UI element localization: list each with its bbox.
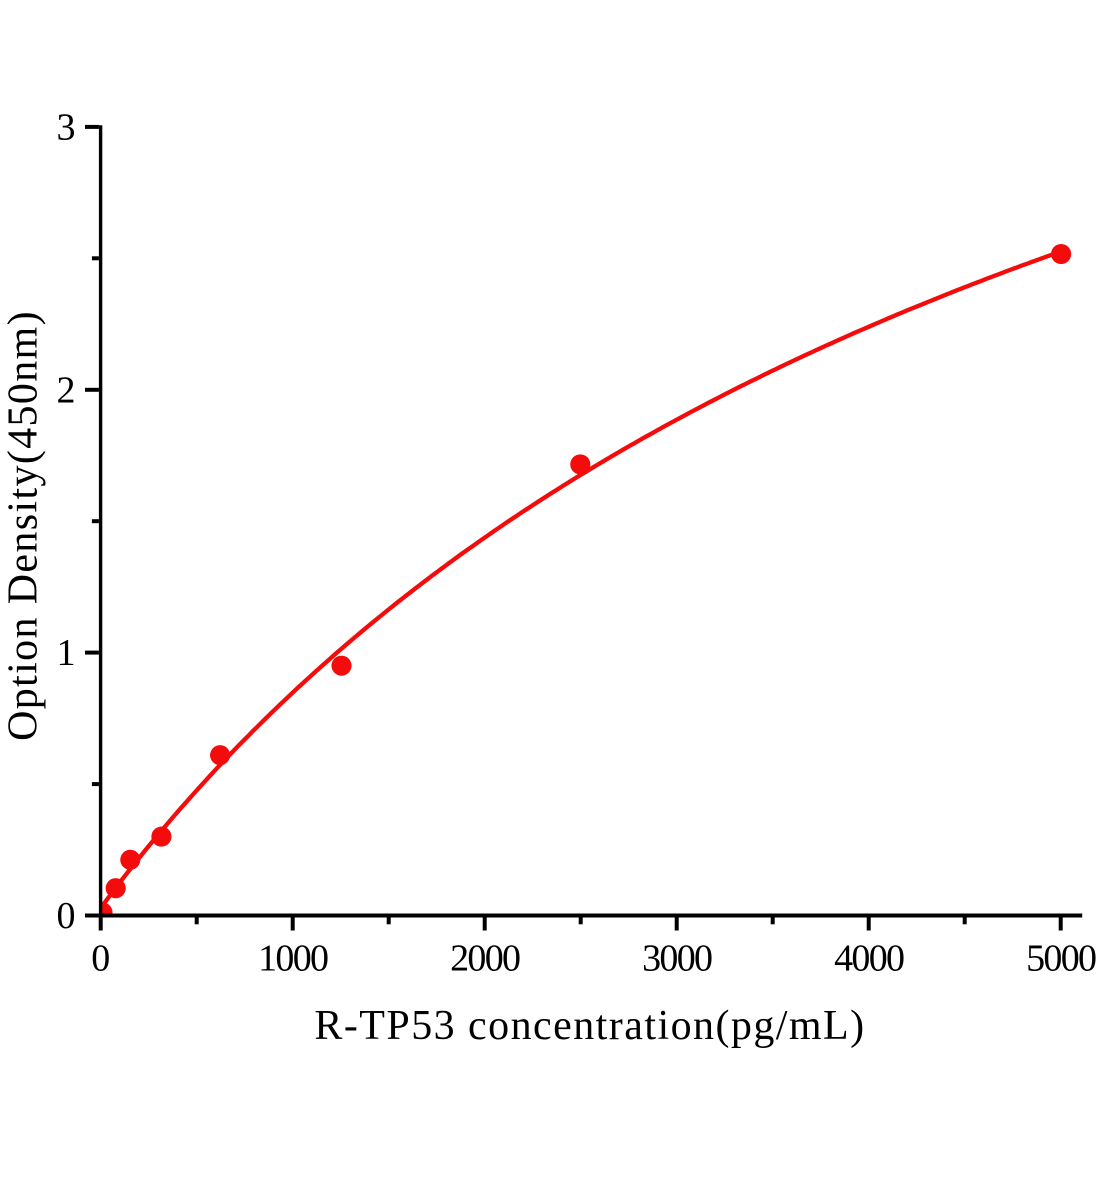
svg-text:1: 1 — [57, 632, 76, 674]
svg-text:4000: 4000 — [834, 938, 904, 980]
svg-text:0: 0 — [57, 895, 76, 937]
svg-text:R-TP53 concentration(pg/mL): R-TP53 concentration(pg/mL) — [314, 1003, 865, 1049]
svg-text:0: 0 — [91, 938, 110, 980]
svg-text:2: 2 — [57, 369, 76, 411]
svg-text:3000: 3000 — [642, 938, 712, 980]
svg-text:2000: 2000 — [450, 938, 520, 980]
svg-text:5000: 5000 — [1026, 938, 1096, 980]
svg-text:1000: 1000 — [258, 938, 328, 980]
svg-text:3: 3 — [57, 106, 76, 148]
svg-text:Option Density(450nm): Option Density(450nm) — [1, 310, 47, 741]
